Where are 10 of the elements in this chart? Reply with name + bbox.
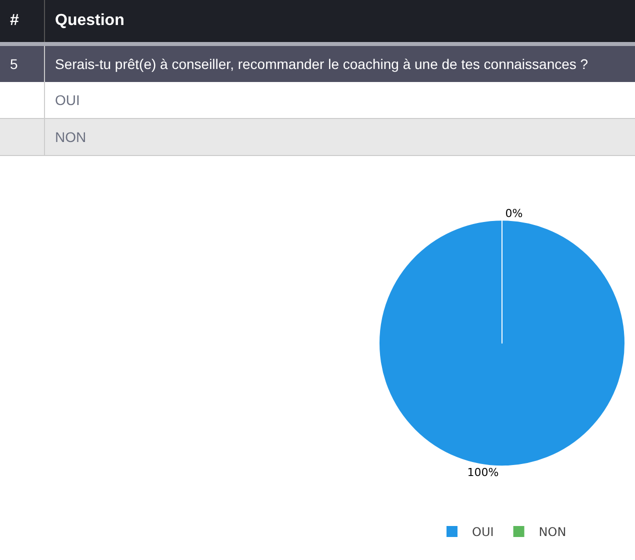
legend-label: NON [538,525,566,540]
category-label: NON [55,129,86,145]
legend-label: OUI [472,525,494,540]
data-label: 100% [467,466,499,480]
category-label: OUI [55,92,80,108]
text: 0% [505,207,523,220]
chart-title: Serais-tu prêt(e) à conseiller, recommander le coaching à une de tes connaissances ? [44,44,635,82]
text: 5 [0,44,44,82]
text: Question [44,0,635,44]
text: # [0,0,44,44]
